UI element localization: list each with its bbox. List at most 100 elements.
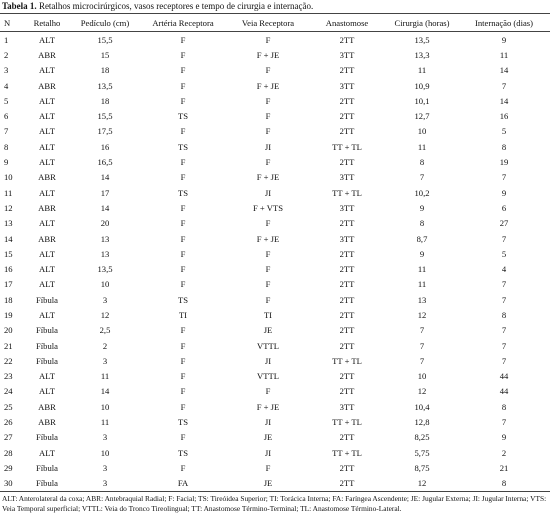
table-row: 13 ALT 20 F F 2TT 8 27 xyxy=(0,216,550,231)
table-cell: 2TT xyxy=(339,371,355,382)
table-cell: 7 xyxy=(501,355,507,366)
table-cell: ALT xyxy=(39,111,55,122)
table-row: 22 Fíbula 3 F JI TT + TL 7 7 xyxy=(0,353,550,368)
table-cell: 11 xyxy=(417,141,427,152)
table-cell: 22 xyxy=(4,355,13,366)
table-cell: F xyxy=(180,80,186,91)
table-cell: 8,75 xyxy=(414,462,430,473)
table-row: 5 ALT 18 F F 2TT 10,1 14 xyxy=(0,93,550,108)
table-cell: F xyxy=(180,432,186,443)
table-cell: 9 xyxy=(501,187,507,198)
table-cell: 2TT xyxy=(339,248,355,259)
table-cell: 3 xyxy=(102,432,108,443)
table-cell: VTTL xyxy=(257,340,279,351)
table-cell: 21 xyxy=(499,462,509,473)
table-cell: 7 xyxy=(419,325,425,336)
table-cell: 15 xyxy=(100,49,110,60)
table-cell: 11 xyxy=(100,371,110,382)
table-row: 9 ALT 16,5 F F 2TT 8 19 xyxy=(0,154,550,169)
table-cell: JE xyxy=(263,325,273,336)
table-cell: 18 xyxy=(100,65,110,76)
table-cell: 8 xyxy=(501,141,507,152)
table-cell: 6 xyxy=(4,111,9,122)
table-cell: ABR xyxy=(38,401,56,412)
column-header: Artéria Receptora xyxy=(138,13,228,32)
table-cell: JI xyxy=(264,141,272,152)
table-row: 2 ABR 15 F F + JE 3TT 13,3 11 xyxy=(0,47,550,62)
table-cell: 2TT xyxy=(339,294,355,305)
table-row: 1 ALT 15,5 F F 2TT 13,5 9 xyxy=(0,32,550,48)
table-cell: 2TT xyxy=(339,157,355,168)
table-cell: 15,5 xyxy=(97,34,113,45)
table-row: 27 Fíbula 3 F JE 2TT 8,25 9 xyxy=(0,430,550,445)
column-header: Anastomose xyxy=(308,13,386,32)
table-cell: JI xyxy=(264,417,272,428)
table-cell: F xyxy=(265,248,271,259)
table-row: 28 ALT 10 TS JI TT + TL 5,75 2 xyxy=(0,445,550,460)
table-cell: F + JE xyxy=(256,401,280,412)
table-cell: 23 xyxy=(4,371,13,382)
table-cell: 9 xyxy=(501,34,507,45)
table-cell: 14 xyxy=(4,233,13,244)
table-cell: 8,7 xyxy=(416,233,428,244)
table-cell: ABR xyxy=(38,172,56,183)
table-row: 20 Fíbula 2,5 F JE 2TT 7 7 xyxy=(0,323,550,338)
table-cell: 14 xyxy=(499,95,509,106)
table-cell: F xyxy=(265,65,271,76)
table-cell: 2TT xyxy=(339,65,355,76)
table-cell: 2TT xyxy=(339,386,355,397)
table-cell: F + VTS xyxy=(252,202,283,213)
table-cell: 9 xyxy=(419,248,425,259)
table-cell: 10 xyxy=(417,126,427,137)
table-cell: 7 xyxy=(501,325,507,336)
table-row: 12 ABR 14 F F + VTS 3TT 9 6 xyxy=(0,200,550,215)
table-cell: 13 xyxy=(4,218,13,229)
table-row: 24 ALT 14 F F 2TT 12 44 xyxy=(0,384,550,399)
table-cell: 3 xyxy=(102,355,108,366)
table-cell: F + JE xyxy=(256,172,280,183)
table-cell: 11 xyxy=(417,279,427,290)
table-row: 25 ABR 10 F F + JE 3TT 10,4 8 xyxy=(0,399,550,414)
table-cell: 30 xyxy=(0,475,22,492)
table-cell: ALT xyxy=(39,34,55,45)
table-row: 14 ABR 13 F F + JE 3TT 8,7 7 xyxy=(0,231,550,246)
table-cell: ALT xyxy=(39,65,55,76)
table-cell: ALT xyxy=(39,279,55,290)
table-cell: 9 xyxy=(419,202,425,213)
table-cell: 7 xyxy=(501,417,507,428)
table-cell: 16,5 xyxy=(97,157,113,168)
table-cell: 11 xyxy=(499,49,509,60)
table-cell: JE xyxy=(228,475,308,492)
table-cell: Fíbula xyxy=(36,462,58,473)
table-row: 30 Fíbula 3 FA JE 2TT 12 8 xyxy=(0,475,550,492)
table-cell: 3TT xyxy=(339,49,355,60)
table-cell: 2TT xyxy=(339,462,355,473)
table-cell: Fíbula xyxy=(36,325,58,336)
table-cell: 2TT xyxy=(339,279,355,290)
table-cell: 3 xyxy=(4,65,9,76)
table-cell: 7 xyxy=(501,80,507,91)
table-cell: 27 xyxy=(4,432,13,443)
table-cell: 17 xyxy=(100,187,110,198)
table-cell: 8 xyxy=(458,475,550,492)
table-cell: Fíbula xyxy=(36,340,58,351)
table-cell: Fíbula xyxy=(36,432,58,443)
table-cell: 13 xyxy=(100,233,110,244)
table-cell: F xyxy=(265,386,271,397)
table-cell: 14 xyxy=(100,386,110,397)
table-cell: F xyxy=(180,248,186,259)
table-cell: F xyxy=(180,202,186,213)
table-cell: 17,5 xyxy=(97,126,113,137)
table-cell: 27 xyxy=(499,218,509,229)
table-cell: F xyxy=(265,126,271,137)
table-cell: 28 xyxy=(4,447,13,458)
table-cell: F xyxy=(265,218,271,229)
table-cell: TS xyxy=(177,141,189,152)
table-cell: JE xyxy=(263,432,273,443)
table-cell: ABR xyxy=(38,202,56,213)
table-cell: 8,25 xyxy=(414,432,430,443)
table-cell: 21 xyxy=(4,340,13,351)
table-cell: ALT xyxy=(39,187,55,198)
table-cell: 12,7 xyxy=(414,111,430,122)
